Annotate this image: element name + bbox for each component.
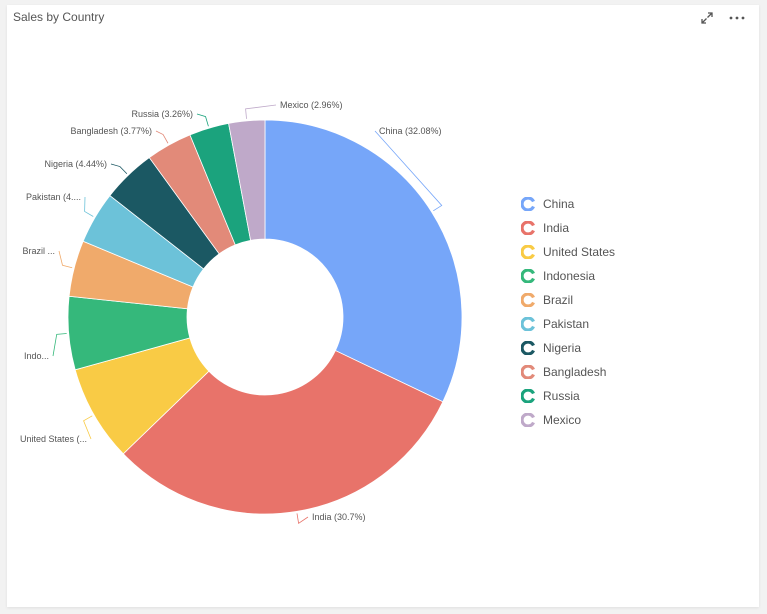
donut-marker-icon [521,245,535,259]
chart-panel: Sales by Country China (32.08%) India (30… [7,5,759,607]
data-label: India (30.7%) [312,512,366,522]
donut-marker-icon [521,341,535,355]
expand-icon [701,12,713,24]
label-connector [155,130,169,144]
label-connector [196,113,209,127]
more-horizontal-icon [729,16,745,20]
data-label: United States (... [20,434,87,444]
legend-label: Mexico [543,413,582,427]
slice-china[interactable] [264,119,463,403]
label-connector [245,104,277,119]
legend-label: Brazil [543,293,574,307]
legend-item-pakistan[interactable]: Pakistan [521,312,615,336]
donut-marker-icon [521,269,535,283]
label-connector [84,196,94,217]
data-label: China (32.08%) [379,126,442,136]
data-label: Brazil ... [22,246,55,256]
legend-label: United States [543,245,616,259]
legend-label: Bangladesh [543,365,607,379]
label-connector [296,513,309,524]
donut-marker-icon [521,389,535,403]
data-label: Indo... [24,351,49,361]
donut-marker-icon [521,293,535,307]
legend-item-brazil[interactable]: Brazil [521,288,615,312]
legend-item-bangladesh[interactable]: Bangladesh [521,360,615,384]
data-label: Russia (3.26%) [131,109,193,119]
legend-label: India [543,221,570,235]
panel-title: Sales by Country [13,10,105,24]
donut-chart: China (32.08%) India (30.7%) United States… [20,100,463,524]
donut-marker-icon [521,317,535,331]
label-connector [83,415,93,440]
donut-marker-icon [521,221,535,235]
legend-item-russia[interactable]: Russia [521,384,615,408]
label-connector [110,163,128,175]
label-connector [52,333,67,357]
legend-item-india[interactable]: India [521,216,615,240]
legend-label: Russia [543,389,580,403]
slice-india[interactable] [122,350,444,515]
label-connector [374,130,443,212]
data-label: Mexico (2.96%) [280,100,343,110]
legend-item-united-states[interactable]: United States [521,240,615,264]
data-label: Bangladesh (3.77%) [70,126,152,136]
legend-item-indonesia[interactable]: Indonesia [521,264,615,288]
label-connector [58,250,73,269]
chart-legend: China India United States Indonesia Braz… [521,192,615,432]
legend-label: Nigeria [543,341,582,355]
legend-item-nigeria[interactable]: Nigeria [521,336,615,360]
legend-item-mexico[interactable]: Mexico [521,408,615,432]
slice-mexico[interactable] [228,119,266,241]
data-label: Pakistan (4.... [26,192,81,202]
legend-item-china[interactable]: China [521,192,615,216]
legend-label: Indonesia [543,269,596,283]
donut-marker-icon [521,413,535,427]
donut-marker-icon [521,197,535,211]
donut-marker-icon [521,365,535,379]
data-label: Nigeria (4.44%) [44,159,107,169]
more-options-button[interactable] [727,9,747,27]
legend-label: China [543,197,575,211]
expand-button[interactable] [697,9,717,27]
legend-label: Pakistan [543,317,590,331]
